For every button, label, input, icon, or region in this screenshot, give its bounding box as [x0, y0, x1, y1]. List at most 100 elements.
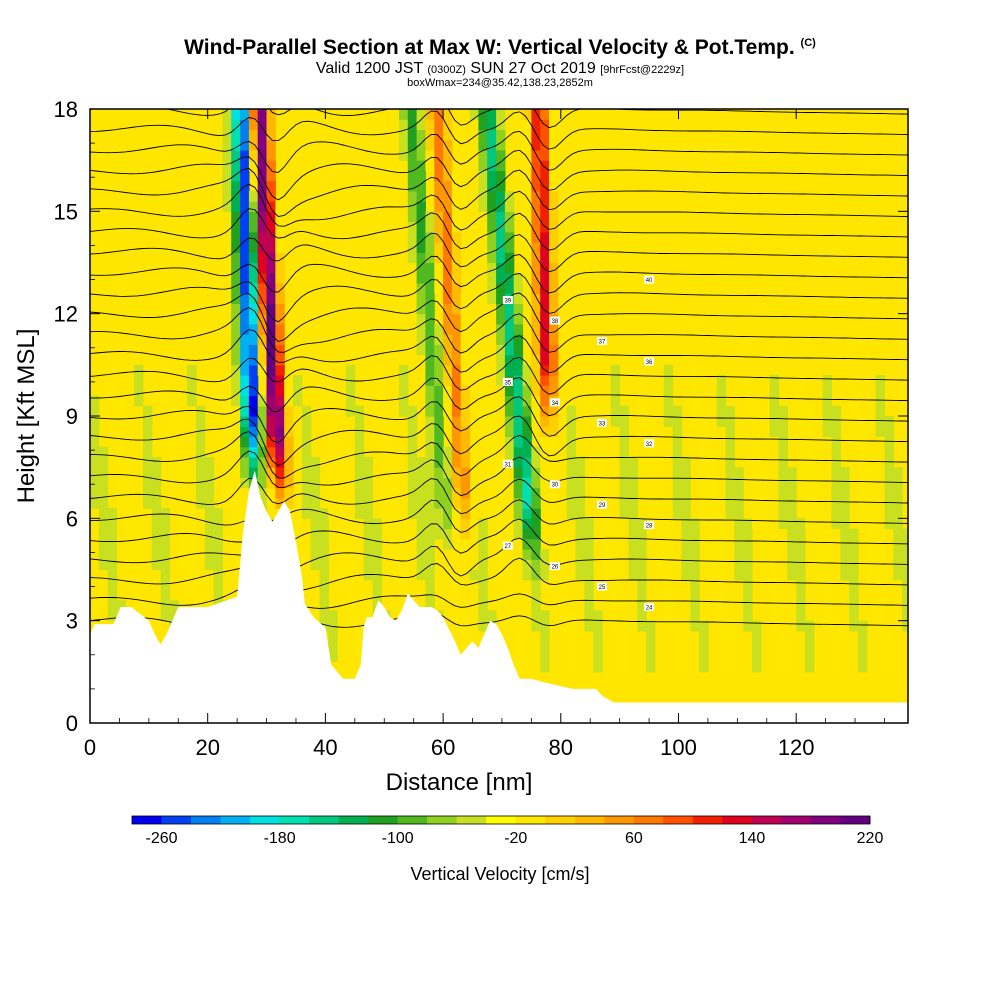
velocity-cell: [107, 528, 118, 540]
velocity-cell: [248, 242, 259, 253]
velocity-cell: [602, 467, 612, 478]
velocity-cell: [496, 252, 506, 264]
velocity-cell: [813, 508, 824, 519]
velocity-cell: [637, 416, 647, 427]
velocity-cell: [487, 293, 497, 304]
theta-contour-label: 29: [599, 503, 606, 509]
velocity-cell: [434, 477, 444, 489]
velocity-cell: [301, 416, 312, 427]
velocity-cell: [443, 528, 453, 540]
velocity-cell: [240, 201, 250, 212]
velocity-cell: [231, 149, 241, 161]
velocity-cell: [610, 385, 621, 397]
velocity-cell: [663, 549, 674, 560]
velocity-cell: [275, 395, 285, 407]
velocity-cell: [222, 129, 232, 141]
velocity-cell: [646, 467, 656, 478]
theta-contour: [90, 130, 908, 173]
velocity-cell: [487, 487, 497, 499]
velocity-cell: [231, 344, 241, 356]
copyright-mark: (C): [800, 37, 816, 49]
x-tick-label: 0: [84, 735, 96, 760]
velocity-cell: [425, 283, 435, 294]
colorbar-swatch: [338, 816, 369, 824]
velocity-cell: [540, 661, 550, 673]
velocity-cell: [549, 508, 559, 519]
velocity-cell: [805, 446, 815, 458]
velocity-cell: [637, 518, 647, 530]
velocity-cell: [248, 375, 259, 386]
velocity-cell: [107, 508, 118, 519]
velocity-cell: [434, 180, 444, 192]
velocity-cell: [522, 170, 532, 182]
velocity-cell: [310, 518, 321, 530]
velocity-cell: [248, 313, 259, 325]
velocity-cell: [257, 231, 268, 243]
velocity-cell: [213, 375, 223, 386]
velocity-cell: [690, 620, 700, 632]
velocity-cell: [875, 610, 885, 622]
velocity-cell: [451, 477, 462, 489]
velocity-cell: [769, 600, 780, 611]
velocity-cell: [231, 487, 241, 499]
velocity-cell: [134, 375, 144, 386]
theta-contour: [90, 307, 908, 354]
velocity-cell: [584, 518, 594, 530]
velocity-cell: [337, 477, 347, 489]
theta-label-box: [502, 377, 513, 386]
velocity-cell: [875, 375, 885, 386]
velocity-cell: [107, 590, 118, 601]
velocity-cell: [425, 109, 435, 120]
colorbar-swatch: [309, 816, 340, 824]
velocity-cell: [257, 119, 268, 130]
velocity-cell: [549, 201, 559, 212]
velocity-cell: [875, 620, 885, 632]
velocity-cell: [222, 139, 232, 151]
velocity-cell: [540, 313, 550, 325]
velocity-cell: [275, 477, 285, 489]
velocity-cell: [416, 211, 426, 223]
velocity-cell: [213, 538, 223, 550]
velocity-cell: [769, 426, 780, 437]
velocity-cell: [275, 467, 285, 478]
velocity-cell: [522, 262, 532, 274]
velocity-cell: [531, 303, 541, 315]
velocity-cell: [822, 426, 833, 437]
velocity-cell: [107, 538, 118, 550]
velocity-cell: [646, 661, 656, 673]
velocity-cell: [725, 477, 735, 489]
velocity-cell: [451, 416, 462, 427]
velocity-cell: [425, 508, 435, 519]
velocity-cell: [399, 385, 409, 397]
x-tick-label: 40: [313, 735, 337, 760]
velocity-cell: [425, 221, 435, 233]
velocity-cell: [266, 231, 276, 243]
velocity-cell: [107, 549, 118, 560]
velocity-cell: [248, 272, 259, 284]
velocity-cell: [752, 436, 762, 448]
velocity-cell: [496, 129, 506, 141]
velocity-cell: [513, 344, 524, 356]
velocity-cell: [257, 283, 268, 294]
velocity-cell: [407, 139, 418, 151]
velocity-cell: [248, 231, 259, 243]
velocity-cell: [478, 109, 488, 120]
velocity-cell: [884, 661, 894, 673]
velocity-cell: [434, 323, 444, 335]
velocity-cell: [319, 405, 329, 417]
velocity-cell: [399, 518, 409, 530]
velocity-cell: [257, 190, 268, 202]
velocity-cell: [301, 497, 312, 509]
velocity-cell: [540, 651, 550, 663]
velocity-cell: [822, 385, 833, 397]
velocity-cell: [875, 600, 885, 611]
velocity-cell: [602, 508, 612, 519]
velocity-cell: [328, 508, 338, 519]
colorbar-swatch: [722, 816, 753, 824]
velocity-cell: [531, 446, 541, 458]
velocity-cell: [178, 518, 188, 530]
velocity-cell: [213, 559, 223, 571]
velocity-cell: [522, 211, 532, 223]
velocity-cell: [884, 477, 894, 489]
velocity-cell: [381, 467, 391, 478]
